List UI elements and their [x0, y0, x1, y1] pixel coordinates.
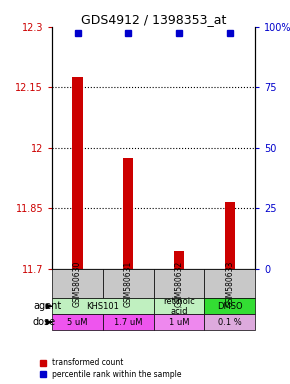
Bar [154, 314, 204, 330]
Text: 1.7 uM: 1.7 uM [114, 318, 143, 327]
Bar [204, 314, 255, 330]
Bar [103, 269, 154, 298]
Bar [103, 314, 154, 330]
Text: GSM580632: GSM580632 [175, 260, 184, 307]
Text: 1 uM: 1 uM [169, 318, 189, 327]
Bar [123, 158, 133, 269]
Text: GSM580630: GSM580630 [73, 260, 82, 307]
Bar [225, 202, 235, 269]
Text: DMSO: DMSO [217, 302, 243, 311]
Text: KHS101: KHS101 [86, 302, 119, 311]
Title: GDS4912 / 1398353_at: GDS4912 / 1398353_at [81, 13, 226, 26]
Text: agent: agent [33, 301, 61, 311]
Bar [174, 251, 184, 269]
Bar [72, 77, 83, 269]
Text: dose: dose [33, 317, 56, 327]
Text: GSM580633: GSM580633 [225, 260, 234, 307]
Bar [52, 269, 103, 298]
Text: GSM580631: GSM580631 [124, 260, 133, 307]
Bar [204, 269, 255, 298]
Bar [154, 298, 204, 314]
Text: retinoic
acid: retinoic acid [163, 296, 195, 316]
Text: 0.1 %: 0.1 % [218, 318, 242, 327]
Bar [154, 269, 204, 298]
Text: 5 uM: 5 uM [67, 318, 88, 327]
Bar [52, 314, 103, 330]
Bar [204, 298, 255, 314]
Legend: transformed count, percentile rank within the sample: transformed count, percentile rank withi… [39, 357, 183, 380]
Bar [52, 298, 154, 314]
